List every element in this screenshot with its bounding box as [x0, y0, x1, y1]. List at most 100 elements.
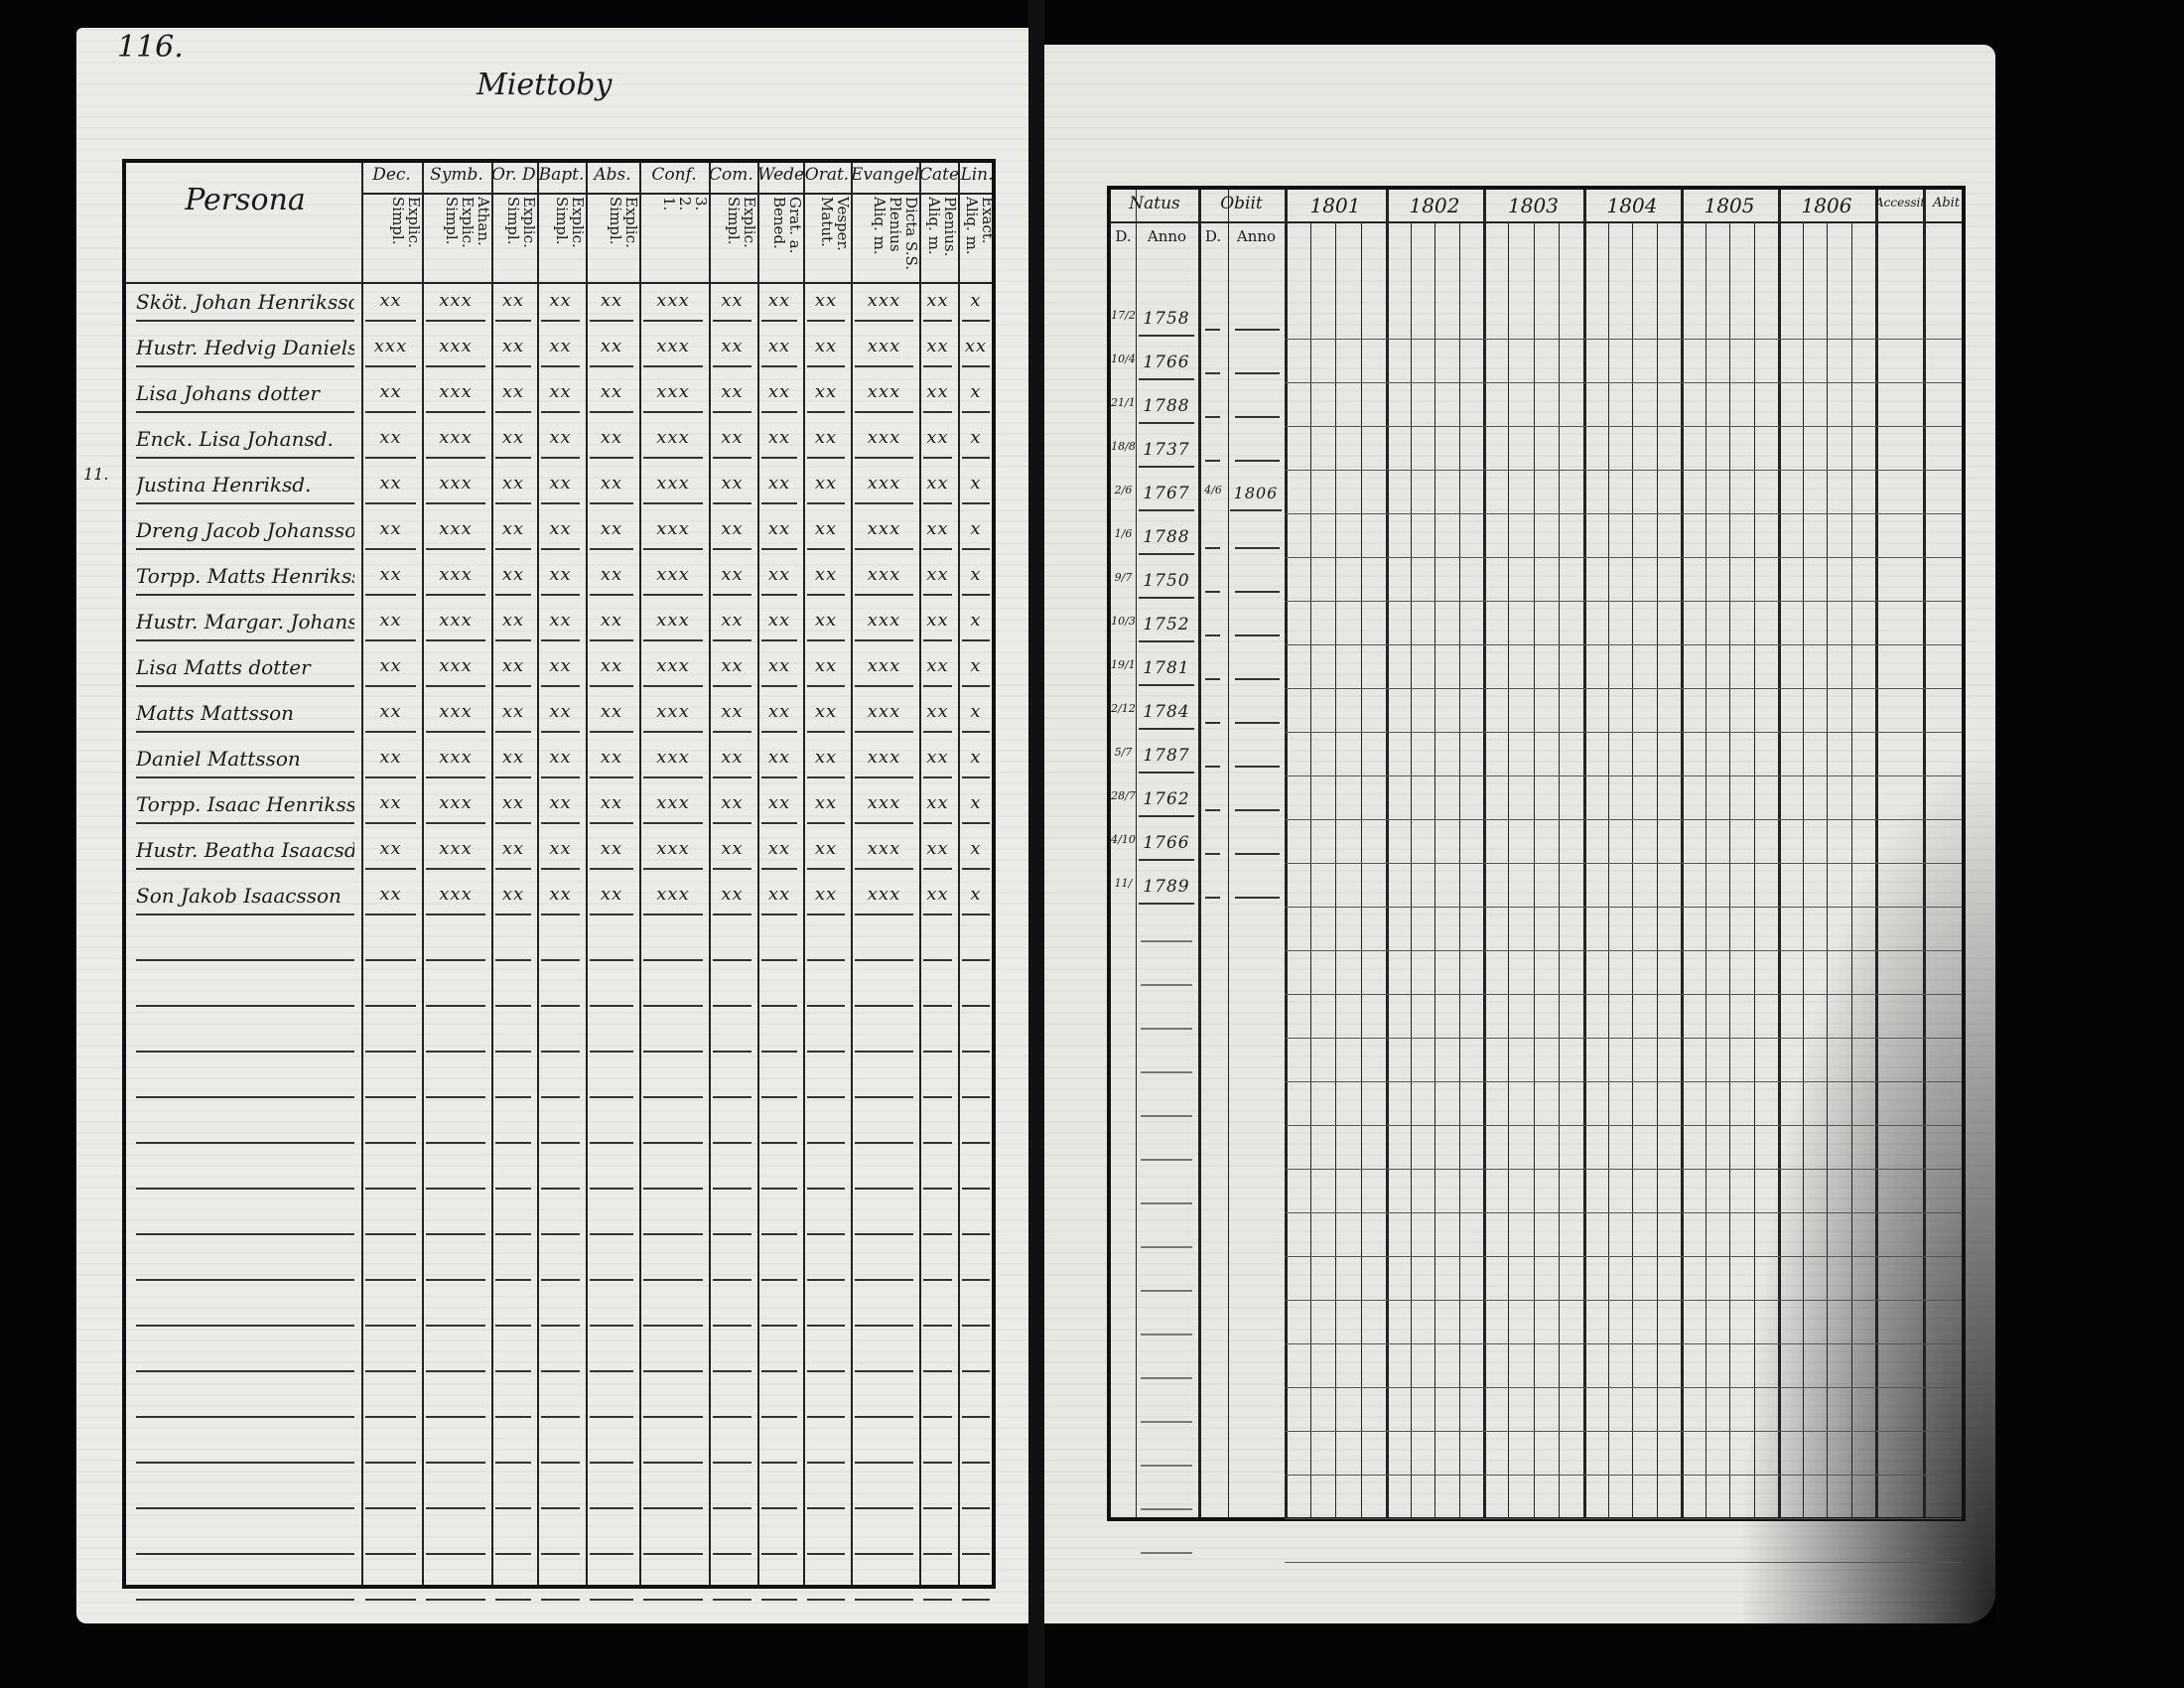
- exam-mark: xxx: [643, 610, 703, 641]
- natus-day-header: D.: [1115, 227, 1132, 245]
- empty-dash: [1141, 1334, 1192, 1336]
- person-name: [136, 1203, 354, 1235]
- exam-mark: xx: [541, 564, 580, 596]
- birth-year: 1781: [1139, 658, 1194, 686]
- death-year: 1806: [1230, 484, 1282, 511]
- exam-mark: xx: [541, 381, 580, 413]
- column-group-header: Com. D.: [709, 165, 757, 185]
- exam-mark: xx: [761, 290, 797, 322]
- row-line: [1285, 557, 1962, 558]
- exam-mark: xx: [807, 290, 845, 322]
- exam-mark: x: [962, 381, 990, 413]
- person-name: Matts Mattsson: [136, 701, 354, 733]
- exam-mark: [923, 929, 952, 961]
- empty-dash: [1141, 940, 1192, 942]
- exam-mark: xx: [923, 655, 952, 687]
- exam-mark: xxx: [855, 838, 913, 870]
- row-line: [1285, 732, 1962, 733]
- exam-mark: [923, 1432, 952, 1464]
- exam-mark: xx: [713, 792, 751, 824]
- column-group-header: Bapt.: [538, 165, 585, 185]
- exam-mark: [590, 1203, 633, 1235]
- birth-day: 11/: [1114, 877, 1133, 890]
- exam-mark: xxx: [643, 427, 703, 459]
- exam-mark: [365, 975, 416, 1007]
- column-divider: [1923, 190, 1926, 1517]
- column-subheader: Explic. Simpl.: [504, 197, 537, 248]
- exam-mark: [365, 1386, 416, 1418]
- exam-mark: [495, 1477, 531, 1509]
- exam-mark: [541, 975, 580, 1007]
- exam-mark: xx: [590, 792, 633, 824]
- row-line: [1285, 601, 1962, 602]
- column-divider: [1583, 190, 1586, 1517]
- exam-mark: xx: [541, 701, 580, 733]
- column-divider: [958, 163, 960, 1585]
- birth-day: 19/11: [1111, 658, 1136, 671]
- exam-mark: xx: [541, 884, 580, 915]
- exam-mark: [495, 1158, 531, 1190]
- birth-day: 17/2: [1111, 309, 1136, 322]
- exam-mark: [761, 929, 797, 961]
- column-divider: [919, 163, 921, 1585]
- exam-mark: xxx: [643, 701, 703, 733]
- exam-mark: xx: [541, 518, 580, 550]
- person-name: [136, 1249, 354, 1281]
- exam-mark: xx: [761, 336, 797, 367]
- death-day: 4/6: [1204, 484, 1222, 496]
- empty-dash: [1235, 766, 1280, 768]
- exam-mark: [923, 1295, 952, 1327]
- exam-mark: xx: [590, 610, 633, 641]
- exam-mark: [713, 929, 751, 961]
- exam-mark: xx: [365, 564, 416, 596]
- left-page: [76, 28, 1029, 1623]
- accessit-header: Accessit: [1875, 196, 1923, 210]
- empty-dash: [1141, 1202, 1192, 1204]
- birth-year: 1789: [1139, 877, 1194, 905]
- row-line: [1285, 1212, 1962, 1213]
- exam-mark: [426, 1203, 485, 1235]
- header-divider: [126, 282, 992, 284]
- exam-mark: xx: [807, 518, 845, 550]
- header-divider: [1111, 221, 1962, 223]
- exam-mark: [541, 1203, 580, 1235]
- row-line: [1285, 1256, 1962, 1257]
- exam-mark: xxx: [855, 427, 913, 459]
- exam-mark: [713, 1112, 751, 1144]
- column-subheader: Explic. Simpl.: [725, 197, 757, 248]
- exam-mark: [962, 1112, 990, 1144]
- exam-mark: [807, 1112, 845, 1144]
- year-subdivider: [1458, 221, 1460, 1517]
- exam-mark: [590, 1432, 633, 1464]
- exam-mark: [923, 1340, 952, 1372]
- exam-mark: [495, 1249, 531, 1281]
- column-divider: [422, 163, 424, 1585]
- exam-mark: [713, 1477, 751, 1509]
- exam-mark: [541, 1295, 580, 1327]
- row-line: [1285, 470, 1962, 471]
- row-line: [1285, 907, 1962, 908]
- empty-dash: [1141, 1159, 1192, 1161]
- exam-mark: [541, 1386, 580, 1418]
- exam-mark: [495, 929, 531, 961]
- exam-mark: xx: [807, 473, 845, 504]
- exam-mark: [761, 1477, 797, 1509]
- exam-mark: [855, 1477, 913, 1509]
- column-group-header: Conf.: [651, 165, 697, 185]
- exam-mark: [855, 1295, 913, 1327]
- exam-mark: xxx: [426, 792, 485, 824]
- year-subdivider: [1410, 221, 1412, 1517]
- exam-mark: [761, 1295, 797, 1327]
- exam-mark: [807, 1386, 845, 1418]
- birth-year: 1750: [1139, 571, 1194, 599]
- exam-mark: xx: [923, 610, 952, 641]
- exam-mark: [807, 1340, 845, 1372]
- person-name: Lisa Matts dotter: [136, 655, 354, 687]
- column-divider: [586, 163, 588, 1585]
- exam-mark: [365, 1066, 416, 1098]
- person-name: [136, 1569, 354, 1601]
- exam-mark: [590, 1158, 633, 1190]
- column-subheader: Exact. Aliq. m.: [963, 197, 996, 255]
- row-line: [1285, 1343, 1962, 1344]
- exam-mark: x: [962, 747, 990, 778]
